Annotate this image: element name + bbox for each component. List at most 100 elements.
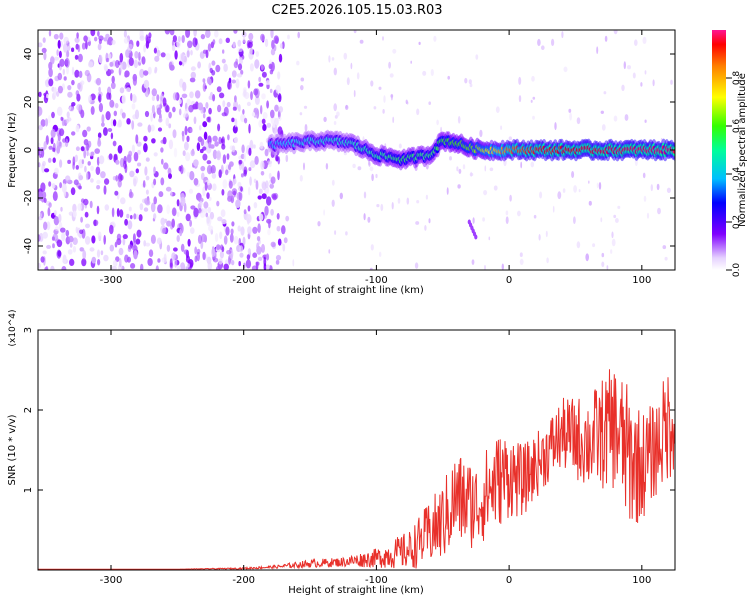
- noise-speck: [151, 138, 156, 144]
- noise-speck: [90, 106, 95, 115]
- noise-speck: [143, 143, 148, 153]
- sparse-speck: [416, 200, 420, 204]
- noise-speck: [228, 77, 232, 84]
- sparse-speck: [464, 77, 468, 84]
- noise-speck: [231, 188, 238, 196]
- sparse-speck: [592, 243, 596, 248]
- noise-speck: [96, 249, 101, 258]
- noise-speck: [150, 234, 156, 244]
- noise-speck: [166, 220, 172, 227]
- noise-speck: [77, 53, 83, 63]
- noise-speck: [219, 250, 224, 259]
- noise-speck: [62, 254, 67, 264]
- noise-speck: [135, 238, 141, 245]
- noise-speck: [90, 151, 95, 156]
- noise-speck: [261, 71, 267, 78]
- noise-speck: [89, 247, 95, 252]
- noise-speck: [177, 35, 181, 43]
- noise-speck: [211, 70, 216, 76]
- noise-speck: [202, 113, 206, 119]
- noise-speck: [208, 225, 214, 232]
- noise-speck: [83, 198, 89, 206]
- noise-speck: [165, 117, 170, 127]
- noise-speck: [185, 213, 191, 222]
- noise-speck: [38, 124, 43, 131]
- noise-speck: [76, 93, 81, 102]
- sparse-speck: [405, 99, 408, 105]
- noise-speck: [38, 262, 41, 269]
- noise-speck: [215, 64, 221, 73]
- noise-speck: [113, 110, 118, 117]
- noise-speck: [58, 213, 62, 223]
- noise-speck: [219, 231, 223, 240]
- colorbar-tick-label: 0.8: [732, 71, 742, 86]
- noise-speck: [245, 259, 252, 269]
- noise-speck: [110, 82, 116, 90]
- noise-speck: [171, 44, 176, 52]
- sparse-speck: [287, 34, 290, 40]
- noise-speck: [109, 244, 115, 252]
- noise-speck: [150, 124, 155, 132]
- noise-speck: [256, 242, 260, 250]
- sparse-speck: [376, 204, 380, 208]
- noise-speck: [193, 159, 199, 167]
- noise-speck: [255, 261, 259, 270]
- noise-speck: [38, 162, 41, 168]
- noise-speck: [190, 205, 196, 210]
- noise-speck: [123, 155, 127, 165]
- sparse-speck: [519, 258, 524, 265]
- noise-speck: [53, 56, 60, 61]
- sparse-speck: [617, 205, 621, 209]
- noise-speck: [60, 116, 64, 121]
- noise-speck: [46, 244, 52, 249]
- noise-speck: [162, 227, 167, 234]
- noise-speck: [128, 57, 134, 66]
- noise-speck: [248, 167, 252, 172]
- noise-speck: [153, 213, 157, 220]
- noise-speck: [281, 225, 286, 235]
- sparse-speck: [392, 116, 395, 124]
- spectrogram-ytick-label: 20: [23, 96, 34, 109]
- noise-speck: [151, 95, 155, 101]
- sparse-speck: [345, 105, 349, 110]
- noise-speck: [268, 172, 272, 180]
- noise-speck: [124, 218, 128, 226]
- noise-speck: [190, 66, 196, 71]
- sparse-speck: [458, 168, 462, 174]
- noise-speck: [98, 86, 101, 93]
- noise-speck: [158, 191, 164, 198]
- noise-speck: [153, 152, 158, 157]
- noise-speck: [88, 61, 94, 68]
- noise-speck: [59, 58, 65, 67]
- noise-speck: [267, 228, 271, 236]
- noise-speck: [76, 104, 82, 111]
- noise-speck: [237, 225, 241, 232]
- sparse-speck: [333, 121, 337, 125]
- noise-speck: [226, 250, 232, 255]
- noise-speck: [216, 86, 222, 93]
- sparse-speck: [285, 154, 289, 163]
- noise-speck: [248, 186, 251, 196]
- noise-speck: [42, 37, 46, 43]
- noise-speck: [94, 148, 100, 154]
- noise-speck: [86, 172, 89, 181]
- noise-speck: [198, 125, 202, 131]
- noise-speck: [48, 115, 51, 123]
- noise-speck: [63, 187, 66, 198]
- noise-speck: [90, 165, 94, 172]
- noise-speck: [38, 106, 43, 116]
- noise-speck: [124, 254, 129, 263]
- sparse-speck: [624, 114, 629, 121]
- noise-speck: [48, 78, 54, 87]
- noise-speck: [98, 54, 103, 64]
- noise-speck: [112, 119, 117, 127]
- noise-speck: [211, 247, 216, 257]
- snr-xtick-label: 0: [506, 575, 512, 586]
- noise-speck: [199, 210, 206, 218]
- sparse-speck: [613, 30, 618, 35]
- noise-speck: [218, 258, 223, 265]
- noise-speck: [119, 87, 125, 94]
- noise-speck: [145, 40, 150, 49]
- noise-speck: [187, 238, 191, 247]
